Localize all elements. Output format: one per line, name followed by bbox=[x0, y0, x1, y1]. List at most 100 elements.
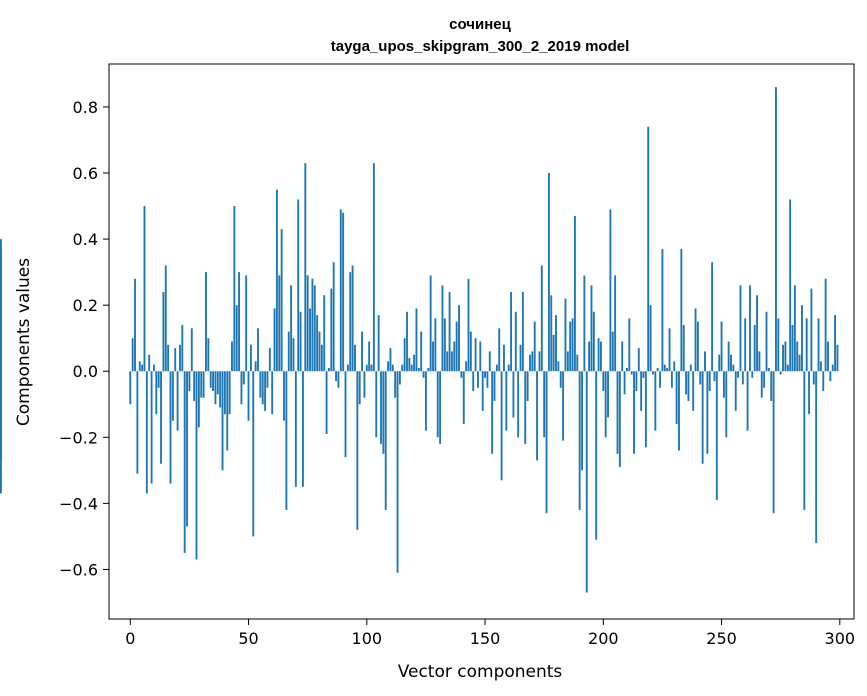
bar-113 bbox=[396, 371, 399, 573]
bar-200 bbox=[602, 371, 605, 392]
bar-217 bbox=[642, 371, 645, 378]
bar-229 bbox=[670, 371, 673, 388]
bar-93 bbox=[349, 272, 352, 372]
chart-title: сочинец bbox=[449, 16, 511, 33]
bar-225 bbox=[661, 249, 664, 372]
bar-230 bbox=[673, 361, 676, 372]
bar-58 bbox=[266, 371, 269, 388]
bar-71 bbox=[297, 199, 300, 372]
bar-265 bbox=[756, 295, 758, 372]
bar-235 bbox=[685, 371, 688, 395]
bar-120 bbox=[413, 354, 416, 372]
bar-192 bbox=[583, 275, 586, 372]
bar-74 bbox=[304, 163, 307, 372]
bar-218 bbox=[644, 371, 647, 448]
chart-subtitle: tayga_upos_skipgram_300_2_2019 model bbox=[331, 38, 630, 55]
bar-53 bbox=[254, 361, 257, 372]
bar-47 bbox=[240, 371, 243, 405]
bar-228 bbox=[668, 328, 671, 372]
bar-104 bbox=[375, 371, 378, 438]
bar-220 bbox=[649, 305, 652, 372]
bar-65 bbox=[283, 371, 285, 421]
bar-287 bbox=[808, 371, 811, 415]
bar-270 bbox=[767, 367, 770, 372]
bar-248 bbox=[715, 371, 718, 501]
bar-174 bbox=[540, 265, 543, 372]
bar-294 bbox=[824, 278, 827, 372]
bar-115 bbox=[401, 364, 404, 372]
bar-160 bbox=[507, 364, 510, 372]
bar-244 bbox=[706, 371, 709, 454]
bar-118 bbox=[408, 358, 411, 372]
bar-16 bbox=[167, 344, 170, 372]
bar-170 bbox=[531, 351, 534, 372]
bar-132 bbox=[441, 285, 444, 372]
bar-208 bbox=[621, 341, 624, 372]
bar-28 bbox=[195, 371, 198, 560]
x-tick-label: 100 bbox=[352, 629, 383, 648]
plot-frame bbox=[108, 63, 855, 620]
bar-253 bbox=[727, 341, 730, 372]
bar-260 bbox=[744, 318, 747, 372]
x-tick-label: 0 bbox=[125, 629, 135, 648]
bar-259 bbox=[741, 371, 744, 385]
bar-280 bbox=[791, 324, 794, 372]
bar-162 bbox=[512, 371, 515, 418]
bar-139 bbox=[458, 305, 460, 372]
bar-246 bbox=[711, 262, 714, 372]
bar-159 bbox=[505, 371, 508, 431]
bar-231 bbox=[675, 371, 678, 425]
bar-40 bbox=[223, 371, 226, 415]
bar-38 bbox=[219, 371, 222, 408]
bar-88 bbox=[337, 371, 340, 388]
bar-32 bbox=[205, 272, 207, 372]
bar-167 bbox=[524, 371, 527, 444]
bar-161 bbox=[510, 291, 513, 372]
bar-80 bbox=[318, 331, 321, 372]
y-tick-label: 0.0 bbox=[73, 362, 98, 381]
bar-111 bbox=[391, 364, 394, 372]
bar-95 bbox=[354, 344, 356, 372]
bar-112 bbox=[394, 371, 397, 398]
bar-205 bbox=[614, 275, 617, 372]
bar-281 bbox=[793, 285, 796, 372]
bar-173 bbox=[538, 351, 541, 372]
bar-272 bbox=[772, 371, 775, 514]
bar-239 bbox=[694, 308, 697, 372]
bar-295 bbox=[827, 341, 829, 372]
bar-214 bbox=[635, 371, 638, 392]
bar-223 bbox=[656, 367, 659, 372]
bar-61 bbox=[273, 308, 276, 372]
bar-15 bbox=[164, 265, 167, 372]
bar-124 bbox=[422, 371, 425, 378]
bar-46 bbox=[238, 272, 241, 372]
bar-263 bbox=[751, 371, 754, 378]
bar-136 bbox=[450, 351, 453, 372]
bar-49 bbox=[245, 275, 248, 372]
bar-296 bbox=[829, 371, 832, 382]
bar-241 bbox=[699, 371, 702, 385]
bar-234 bbox=[682, 324, 685, 372]
bar-293 bbox=[822, 371, 825, 392]
bar-75 bbox=[306, 275, 309, 372]
bar-25 bbox=[188, 371, 191, 392]
bar-78 bbox=[313, 285, 316, 372]
bar-100 bbox=[365, 364, 368, 372]
bar-133 bbox=[443, 318, 446, 372]
bar-299 bbox=[836, 344, 839, 372]
bar-182 bbox=[559, 371, 562, 388]
bar-69 bbox=[292, 338, 295, 372]
bar-29 bbox=[197, 371, 200, 428]
bar-85 bbox=[330, 288, 333, 372]
bar-2 bbox=[134, 278, 136, 372]
bar-209 bbox=[623, 371, 626, 395]
bar-undefined bbox=[0, 371, 2, 411]
bar-83 bbox=[325, 371, 328, 434]
bar-107 bbox=[382, 371, 385, 454]
bar-249 bbox=[718, 354, 721, 372]
bar-68 bbox=[290, 285, 293, 372]
bar-138 bbox=[455, 321, 458, 372]
bar-279 bbox=[789, 199, 792, 372]
bar-226 bbox=[663, 364, 666, 372]
bar-128 bbox=[432, 341, 434, 372]
